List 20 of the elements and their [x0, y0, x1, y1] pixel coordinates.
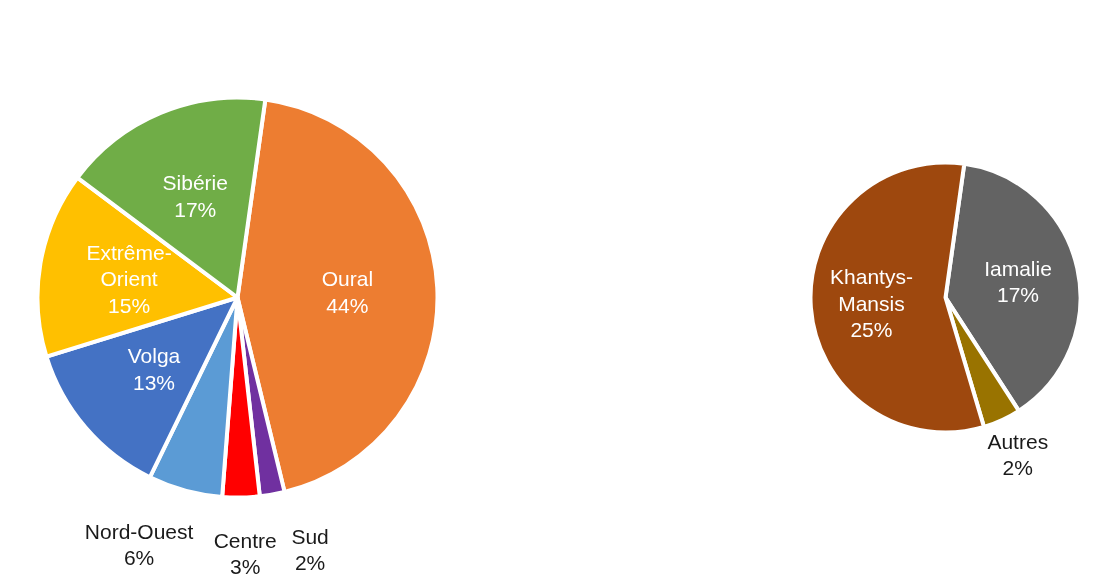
- slice-label: Nord-Ouest: [84, 519, 194, 543]
- slice-label: Centre: [213, 528, 277, 552]
- slice-label: Khantys-Mansis: [830, 265, 913, 315]
- data-label: 2%: [294, 551, 326, 575]
- slice-label: Iamalie: [984, 256, 1052, 280]
- data-label: 17%: [996, 283, 1040, 307]
- slice-label: Volga: [127, 344, 181, 368]
- data-label: 6%: [123, 546, 155, 570]
- data-label: 15%: [108, 293, 151, 317]
- slice-label: Autres: [987, 429, 1049, 453]
- data-label: 2%: [1002, 456, 1033, 480]
- slice-label: Sibérie: [162, 171, 228, 195]
- data-label: 13%: [132, 370, 175, 394]
- slice-label: Oural: [321, 267, 374, 291]
- data-label: 3%: [229, 555, 261, 579]
- data-label: 44%: [326, 293, 369, 317]
- data-label: 25%: [850, 317, 893, 341]
- slice-label: Extrême-Orient: [86, 240, 172, 291]
- slice-label: Sud: [291, 524, 329, 548]
- data-label: 17%: [174, 197, 217, 221]
